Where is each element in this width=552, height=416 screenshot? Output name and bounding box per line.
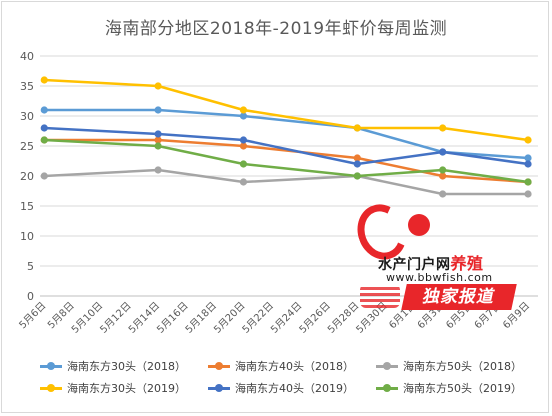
legend-marker (40, 362, 62, 370)
data-point (154, 142, 162, 150)
data-point (154, 136, 162, 144)
data-point (439, 124, 447, 132)
legend-item: 海南东方30头（2019） (40, 380, 208, 396)
data-point (439, 172, 447, 180)
logo-url: www.bbwfish.com (386, 271, 493, 284)
legend-label: 海南东方50头（2018） (403, 360, 522, 373)
legend-marker (376, 384, 398, 392)
data-point (439, 166, 447, 174)
data-point (439, 190, 447, 198)
legend-marker (208, 384, 230, 392)
logo-banner: 独家报道 (401, 284, 517, 310)
legend-item: 海南东方50头（2018） (376, 358, 544, 374)
legend-item: 海南东方40头（2019） (208, 380, 376, 396)
data-point (524, 136, 532, 144)
chart-title: 海南部分地区2018年-2019年虾价每周监测 (104, 19, 448, 39)
data-point (353, 124, 361, 132)
data-point (524, 154, 532, 162)
data-point (353, 160, 361, 168)
legend-item: 海南东方50头（2019） (376, 380, 544, 396)
watermark-logo: 水产门户网养殖 www.bbwfish.com 独家报道 (349, 197, 522, 320)
chart-legend: 海南东方30头（2018） 海南东方40头（2018） 海南东方50头（2018） 海… (40, 358, 540, 396)
data-point (154, 82, 162, 90)
data-point (154, 166, 162, 174)
data-point (524, 178, 532, 186)
series-line (44, 126, 529, 166)
legend-marker (376, 362, 398, 370)
y-tick-label: 5 (27, 260, 34, 273)
data-point (524, 190, 532, 198)
data-point (40, 136, 48, 144)
data-point (353, 172, 361, 180)
y-tick-label: 20 (20, 170, 34, 183)
legend-marker (40, 384, 62, 392)
logo-red-dot (408, 214, 430, 236)
series-line (44, 78, 529, 142)
logo-site-name-black: 水产门户网 (378, 257, 451, 273)
data-point (239, 106, 248, 114)
data-point (154, 106, 162, 114)
series-line (44, 138, 529, 184)
data-point (40, 124, 48, 132)
data-point (239, 112, 248, 120)
data-point (40, 106, 48, 114)
logo-wave-icon (360, 284, 400, 308)
legend-marker (208, 362, 230, 370)
legend-label: 海南东方30头（2019） (67, 382, 186, 395)
series-line (44, 168, 529, 196)
data-point (239, 136, 248, 144)
data-point (239, 142, 248, 150)
data-point (524, 160, 532, 168)
logo-site-name: 水产门户网养殖 (378, 250, 484, 274)
data-point (439, 148, 447, 156)
legend-label: 海南东方40头（2019） (235, 382, 354, 395)
data-point (40, 172, 48, 180)
legend-label: 海南东方40头（2018） (235, 360, 354, 373)
data-point (40, 76, 48, 84)
data-point (353, 154, 361, 162)
legend-item: 海南东方30头（2018） (40, 358, 208, 374)
y-tick-label: 0 (27, 290, 34, 303)
data-point (239, 160, 248, 168)
logo-site-name-red: 养殖 (450, 254, 484, 273)
legend-item: 海南东方40头（2018） (208, 358, 376, 374)
data-point (154, 130, 162, 138)
data-point (239, 178, 248, 186)
y-tick-label: 10 (20, 230, 34, 243)
y-tick-label: 25 (20, 140, 34, 153)
y-tick-label: 15 (20, 200, 34, 213)
legend-label: 海南东方50头（2019） (403, 382, 522, 395)
x-tick-label: 5月6日 (17, 300, 49, 332)
y-tick-label: 30 (20, 110, 34, 123)
y-tick-label: 35 (20, 80, 34, 93)
legend-label: 海南东方30头（2018） (67, 360, 186, 373)
y-tick-label: 40 (20, 50, 34, 63)
